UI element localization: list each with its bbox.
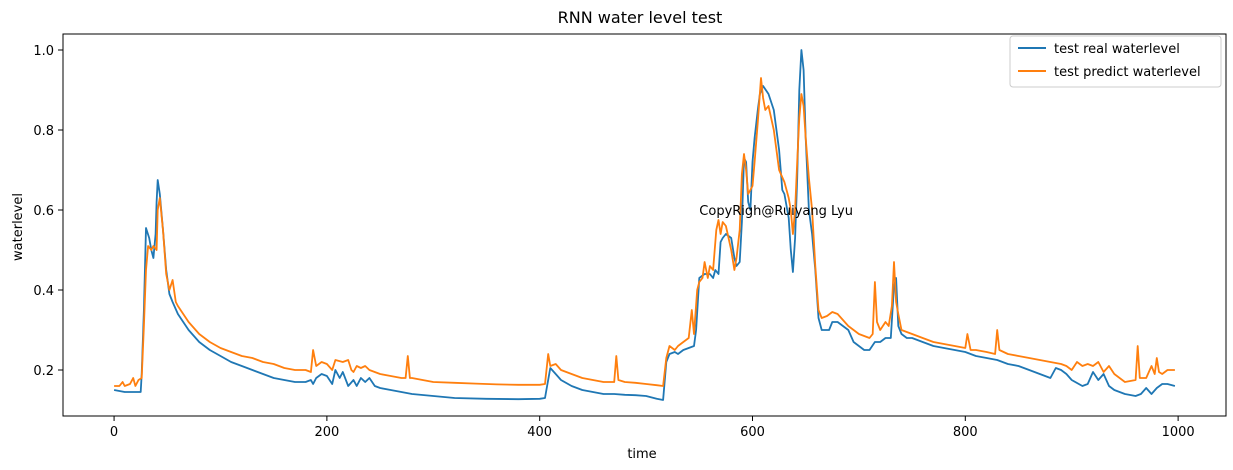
- y-tick-label: 0.8: [33, 124, 54, 139]
- plot-frame: [62, 33, 1227, 417]
- x-tick-label: 800: [953, 425, 978, 440]
- plot-area: [62, 33, 1227, 417]
- legend-box: [1009, 35, 1222, 88]
- copyright-annotation: CopyRigh@Ruiyang Lyu: [699, 204, 853, 219]
- x-tick-label: 200: [314, 425, 339, 440]
- y-axis: 0.2 0.4 0.6 0.8 1.0: [33, 44, 63, 379]
- legend: test real waterlevel test predict waterl…: [1009, 35, 1222, 88]
- y-tick-label: 1.0: [33, 44, 54, 59]
- legend-label-real: test real waterlevel: [1054, 42, 1180, 57]
- y-tick-label: 0.4: [33, 284, 54, 299]
- x-tick-label: 0: [110, 425, 118, 440]
- legend-label-predict: test predict waterlevel: [1054, 65, 1201, 80]
- y-tick-label: 0.2: [33, 364, 54, 379]
- y-tick-label: 0.6: [33, 204, 54, 219]
- x-tick-label: 600: [740, 425, 765, 440]
- x-tick-label: 1000: [1162, 425, 1195, 440]
- x-axis: 0 200 400 600 800 1000: [110, 416, 1195, 440]
- series-line-1: [114, 77, 1175, 387]
- series-line-0: [113, 49, 1176, 401]
- series-layer: [113, 49, 1176, 401]
- x-axis-label: time: [627, 447, 656, 462]
- x-tick-label: 400: [527, 425, 552, 440]
- y-axis-label: waterlevel: [11, 193, 26, 261]
- chart-title: RNN water level test: [558, 8, 723, 27]
